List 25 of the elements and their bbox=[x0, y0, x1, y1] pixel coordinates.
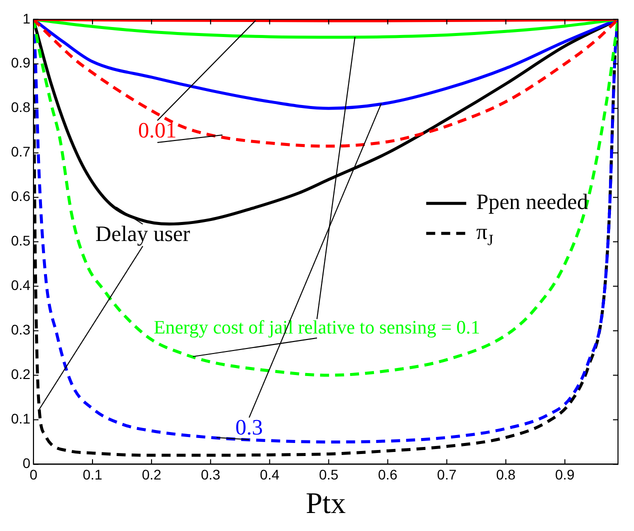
y-tick-label: 0.6 bbox=[10, 188, 31, 204]
y-tick-label: 0.7 bbox=[10, 144, 31, 160]
x-tick-label: 0.7 bbox=[437, 466, 457, 482]
annotation: 0.3 bbox=[235, 414, 263, 440]
y-tick-label: 0.1 bbox=[10, 410, 31, 427]
x-tick-label: 0.2 bbox=[142, 466, 162, 482]
y-tick-label: 0.9 bbox=[10, 54, 31, 71]
y-tick-label: 1 bbox=[22, 10, 31, 26]
y-tick-label: 0.8 bbox=[10, 99, 31, 116]
y-tick-label: 0.3 bbox=[10, 322, 31, 338]
annotation: Delay user bbox=[95, 220, 191, 246]
x-tick-label: 0.8 bbox=[496, 466, 516, 482]
x-tick-label: 0.5 bbox=[318, 466, 339, 482]
y-tick-label: 0.4 bbox=[10, 277, 31, 294]
legend-label: Ppen needed bbox=[476, 189, 588, 214]
x-tick-label: 0.3 bbox=[200, 466, 221, 482]
x-tick-label: 0.1 bbox=[82, 466, 102, 482]
x-tick-label: 0.4 bbox=[260, 466, 280, 482]
y-tick-label: 0.2 bbox=[10, 366, 31, 382]
x-tick-label: 0.6 bbox=[378, 466, 398, 482]
x-axis-title: Ptx bbox=[306, 486, 346, 520]
y-tick-label: 0 bbox=[22, 455, 31, 472]
x-tick-label: 0.9 bbox=[555, 466, 575, 482]
annotation: 0.01 bbox=[138, 117, 177, 142]
y-tick-label: 0.5 bbox=[10, 232, 31, 249]
